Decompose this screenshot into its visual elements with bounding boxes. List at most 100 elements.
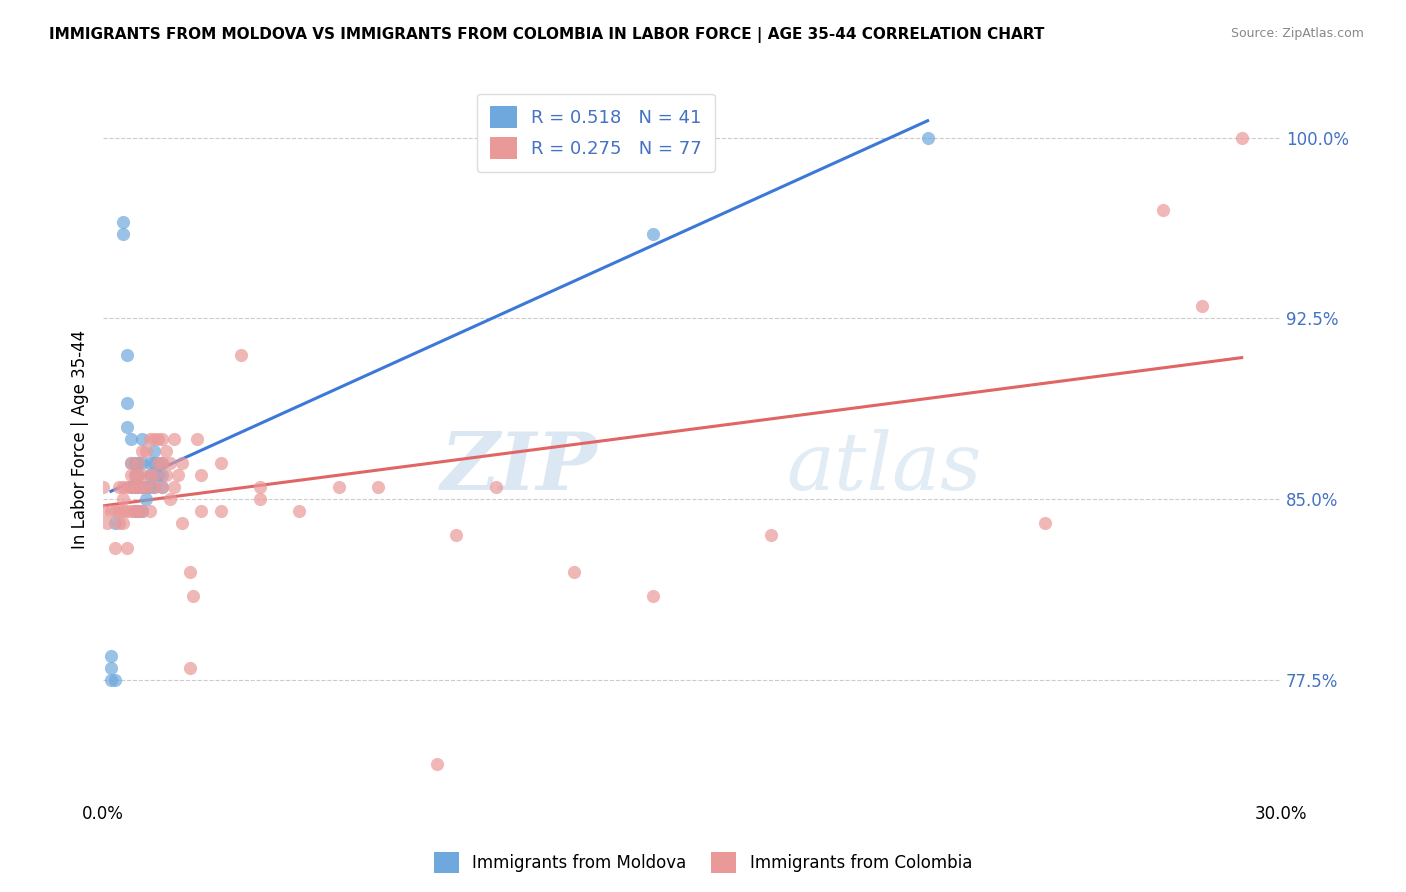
- Point: [120, 456, 142, 470]
- Point: [143, 480, 166, 494]
- Legend: R = 0.518   N = 41, R = 0.275   N = 77: R = 0.518 N = 41, R = 0.275 N = 77: [477, 94, 714, 172]
- Point: [367, 480, 389, 494]
- Point: [143, 480, 166, 494]
- Point: [143, 456, 166, 470]
- Point: [1191, 300, 1213, 314]
- Point: [1035, 516, 1057, 531]
- Point: [131, 444, 153, 458]
- Point: [124, 468, 146, 483]
- Y-axis label: In Labor Force | Age 35-44: In Labor Force | Age 35-44: [72, 329, 89, 549]
- Point: [143, 468, 166, 483]
- Point: [150, 480, 173, 494]
- Point: [150, 456, 173, 470]
- Point: [131, 432, 153, 446]
- Point: [229, 348, 252, 362]
- Point: [641, 227, 664, 241]
- Point: [328, 480, 350, 494]
- Point: [179, 661, 201, 675]
- Point: [163, 432, 186, 446]
- Point: [127, 456, 149, 470]
- Point: [127, 480, 149, 494]
- Point: [143, 432, 166, 446]
- Point: [131, 504, 153, 518]
- Point: [186, 432, 208, 446]
- Point: [120, 432, 142, 446]
- Point: [131, 456, 153, 470]
- Text: ZIP: ZIP: [441, 429, 598, 507]
- Point: [100, 661, 122, 675]
- Text: IMMIGRANTS FROM MOLDOVA VS IMMIGRANTS FROM COLOMBIA IN LABOR FORCE | AGE 35-44 C: IMMIGRANTS FROM MOLDOVA VS IMMIGRANTS FR…: [49, 27, 1045, 43]
- Point: [124, 480, 146, 494]
- Point: [100, 648, 122, 663]
- Legend: Immigrants from Moldova, Immigrants from Colombia: Immigrants from Moldova, Immigrants from…: [427, 846, 979, 880]
- Point: [179, 565, 201, 579]
- Point: [124, 504, 146, 518]
- Point: [159, 456, 181, 470]
- Point: [190, 468, 212, 483]
- Point: [115, 396, 138, 410]
- Point: [166, 468, 188, 483]
- Point: [115, 480, 138, 494]
- Point: [143, 468, 166, 483]
- Text: Source: ZipAtlas.com: Source: ZipAtlas.com: [1230, 27, 1364, 40]
- Point: [426, 757, 449, 772]
- Point: [139, 504, 162, 518]
- Point: [139, 480, 162, 494]
- Point: [155, 468, 177, 483]
- Point: [120, 480, 142, 494]
- Point: [1230, 130, 1253, 145]
- Point: [91, 504, 114, 518]
- Point: [104, 516, 127, 531]
- Point: [124, 480, 146, 494]
- Point: [127, 468, 149, 483]
- Point: [96, 516, 118, 531]
- Point: [115, 541, 138, 555]
- Point: [249, 492, 271, 507]
- Point: [127, 480, 149, 494]
- Point: [139, 468, 162, 483]
- Point: [135, 480, 157, 494]
- Point: [249, 480, 271, 494]
- Point: [155, 444, 177, 458]
- Point: [139, 432, 162, 446]
- Point: [127, 504, 149, 518]
- Point: [100, 504, 122, 518]
- Point: [150, 456, 173, 470]
- Point: [183, 589, 205, 603]
- Point: [100, 673, 122, 687]
- Point: [170, 516, 193, 531]
- Point: [759, 528, 782, 542]
- Point: [143, 444, 166, 458]
- Point: [170, 456, 193, 470]
- Point: [104, 673, 127, 687]
- Point: [120, 480, 142, 494]
- Point: [111, 227, 134, 241]
- Point: [163, 480, 186, 494]
- Point: [562, 565, 585, 579]
- Point: [139, 468, 162, 483]
- Point: [146, 468, 169, 483]
- Point: [104, 504, 127, 518]
- Point: [108, 480, 131, 494]
- Point: [104, 541, 127, 555]
- Point: [146, 456, 169, 470]
- Point: [446, 528, 468, 542]
- Point: [209, 456, 232, 470]
- Point: [159, 492, 181, 507]
- Point: [115, 348, 138, 362]
- Point: [131, 468, 153, 483]
- Point: [139, 456, 162, 470]
- Point: [91, 480, 114, 494]
- Point: [120, 456, 142, 470]
- Point: [111, 516, 134, 531]
- Point: [124, 468, 146, 483]
- Point: [190, 504, 212, 518]
- Point: [131, 480, 153, 494]
- Point: [111, 492, 134, 507]
- Point: [124, 504, 146, 518]
- Point: [150, 480, 173, 494]
- Point: [1152, 202, 1174, 217]
- Point: [111, 480, 134, 494]
- Point: [288, 504, 311, 518]
- Point: [108, 504, 131, 518]
